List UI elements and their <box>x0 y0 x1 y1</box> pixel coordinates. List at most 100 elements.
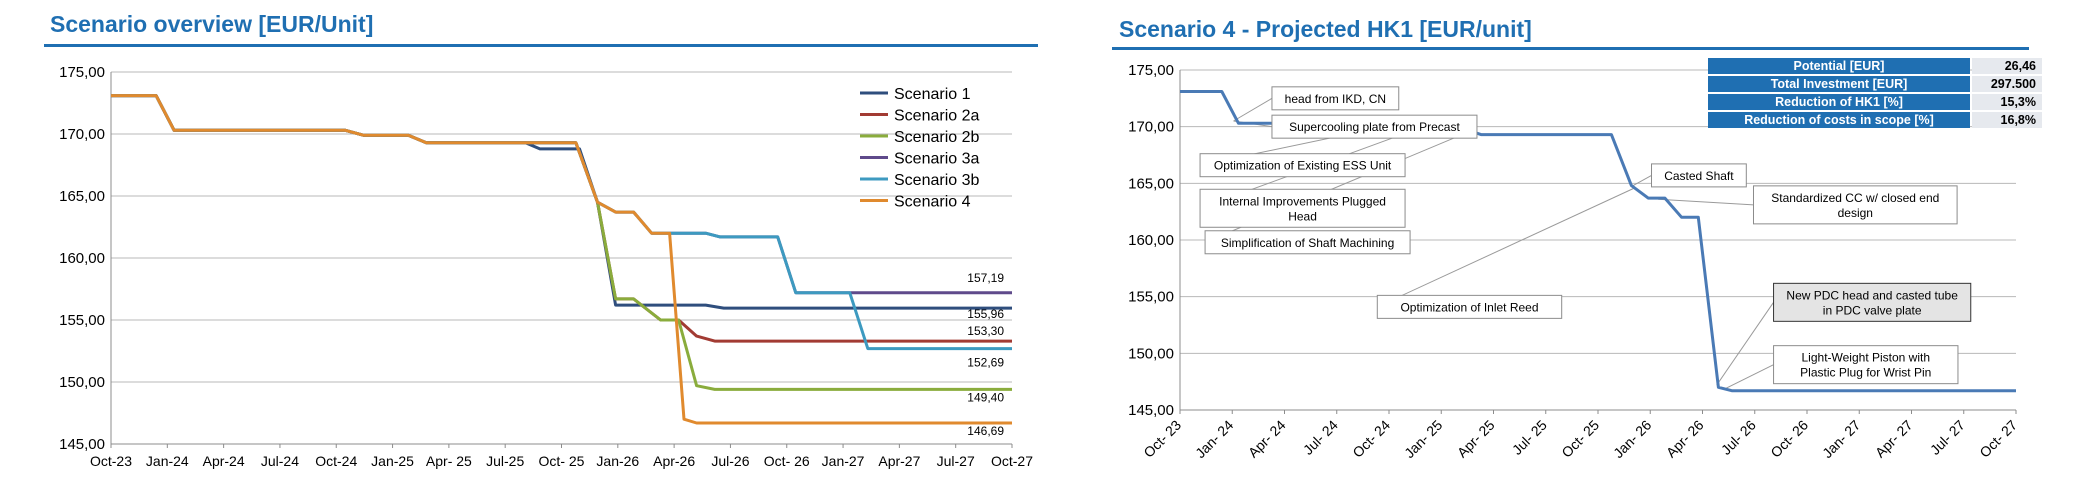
right-title-rule <box>1112 47 2029 50</box>
kpi-row-scope-reduction: Reduction of costs in scope [%] 16,8% <box>1708 112 2042 128</box>
x-tick-label: Jan-24 <box>146 453 189 469</box>
y-tick-label: 175,00 <box>59 64 105 81</box>
x-tick-label: Jul-25 <box>486 453 524 469</box>
end-value-label: 153,30 <box>967 324 1004 338</box>
x-tick-label: Jan- 25 <box>1401 417 1445 461</box>
annotation-text: New PDC head and casted tube <box>1786 288 1958 302</box>
end-value-label: 157,19 <box>967 271 1004 285</box>
x-tick-label: Jul- 26 <box>1718 417 1759 458</box>
annotation-box <box>1752 185 1958 225</box>
kpi-table: Potential [EUR] 26,46 Total Investment [… <box>1706 56 2044 130</box>
x-tick-label: Jul- 24 <box>1300 417 1341 458</box>
y-tick-label: 170,00 <box>1128 119 1174 136</box>
y-tick-label: 170,00 <box>59 126 105 143</box>
x-tick-label: Oct-24 <box>315 453 357 469</box>
annotation-text: Head <box>1288 209 1317 223</box>
annotation-text: Simplification of Shaft Machining <box>1221 236 1394 250</box>
y-tick-label: 150,00 <box>59 374 105 391</box>
series-line-scenario-3a <box>111 94 1012 295</box>
y-tick-label: 145,00 <box>59 436 105 453</box>
annotation-text: design <box>1838 206 1873 220</box>
end-value-label: 146,69 <box>967 424 1004 438</box>
annotation-text: Plastic Plug for Wrist Pin <box>1800 366 1931 380</box>
left-title-rule <box>44 44 1038 47</box>
kpi-label: Reduction of costs in scope [%] <box>1708 112 1970 128</box>
annotation-text: Light-Weight Piston with <box>1802 351 1931 365</box>
kpi-row-hk1-reduction: Reduction of HK1 [%] 15,3% <box>1708 94 2042 110</box>
kpi-label: Potential [EUR] <box>1708 58 1970 74</box>
x-tick-label: Apr- 25 <box>1454 417 1498 461</box>
annotation-box <box>1271 114 1478 139</box>
annotation-leader <box>1723 364 1774 391</box>
annotation-box <box>1651 163 1747 188</box>
series-line-scenario-4 <box>111 94 1012 425</box>
x-tick-label: Apr-24 <box>203 453 245 469</box>
y-tick-label: 155,00 <box>1128 289 1174 306</box>
annotation-text: in PDC valve plate <box>1823 303 1922 317</box>
legend-label: Scenario 3a <box>894 151 979 168</box>
kpi-row-investment: Total Investment [EUR] 297.500 <box>1708 76 2042 92</box>
end-value-label: 149,40 <box>967 390 1004 404</box>
y-tick-label: 175,00 <box>1128 62 1174 79</box>
x-tick-label: Jan- 24 <box>1192 417 1236 461</box>
kpi-label: Reduction of HK1 [%] <box>1708 94 1970 110</box>
x-tick-label: Oct- 23 <box>1140 417 1184 461</box>
annotation-text: Optimization of Existing ESS Unit <box>1214 159 1392 173</box>
annotation-text: Supercooling plate from Precast <box>1289 120 1460 134</box>
x-tick-label: Apr- 27 <box>1872 417 1916 461</box>
kpi-value: 15,3% <box>1972 94 2042 110</box>
x-tick-label: Jan- 27 <box>1819 417 1863 461</box>
x-tick-label: Oct- 26 <box>1767 417 1811 461</box>
end-value-label: 152,69 <box>967 356 1004 370</box>
y-tick-label: 155,00 <box>59 312 105 329</box>
annotation-leader <box>1716 302 1774 386</box>
annotation-box <box>1271 86 1400 111</box>
annotation-leader <box>1658 198 1754 206</box>
kpi-label: Total Investment [EUR] <box>1708 76 1970 92</box>
legend-label: Scenario 2a <box>894 108 979 125</box>
x-tick-label: Jan-26 <box>596 453 639 469</box>
x-tick-label: Apr-27 <box>878 453 920 469</box>
x-tick-label: Apr- 25 <box>426 453 472 469</box>
x-tick-label: Jul-24 <box>261 453 299 469</box>
x-tick-label: Oct- 25 <box>1558 417 1602 461</box>
annotation-text: Optimization of Inlet Reed <box>1400 300 1538 314</box>
x-tick-label: Oct- 24 <box>1349 417 1393 461</box>
annotation-box <box>1773 345 1959 385</box>
y-tick-label: 150,00 <box>1128 345 1174 362</box>
kpi-row-potential: Potential [EUR] 26,46 <box>1708 58 2042 74</box>
left-chart-title: Scenario overview [EUR/Unit] <box>50 11 374 37</box>
x-tick-label: Jul-27 <box>937 453 975 469</box>
kpi-value: 16,8% <box>1972 112 2042 128</box>
annotation-text: Casted Shaft <box>1664 169 1734 183</box>
x-tick-label: Oct- 27 <box>1976 417 2020 461</box>
x-tick-label: Jul-26 <box>711 453 749 469</box>
x-tick-label: Apr- 24 <box>1245 417 1289 461</box>
annotation-leader <box>1632 174 1652 187</box>
x-tick-label: Jul- 25 <box>1509 417 1550 458</box>
x-tick-label: Apr- 26 <box>1663 417 1707 461</box>
x-tick-label: Jan-27 <box>822 453 865 469</box>
annotation-text: Standardized CC w/ closed end <box>1771 191 1939 205</box>
kpi-value: 26,46 <box>1972 58 2042 74</box>
scenario-overview-chart: 175,00 170,00 165,00 160,00 155,00 150,00 145,… <box>59 64 1033 469</box>
y-tick-label: 160,00 <box>1128 232 1174 249</box>
x-tick-label: Jan- 26 <box>1610 417 1654 461</box>
annotation-text: head from IKD, CN <box>1285 92 1386 106</box>
series-line-scenario-2b <box>111 94 1012 391</box>
legend-label: Scenario 2b <box>894 129 979 146</box>
x-tick-label: Jan-25 <box>371 453 414 469</box>
y-tick-label: 160,00 <box>59 250 105 267</box>
annotation-leader <box>1233 97 1273 122</box>
annotation-box <box>1376 294 1563 319</box>
annotation-box <box>1199 188 1406 228</box>
end-value-label: 155,96 <box>967 307 1004 321</box>
kpi-value: 297.500 <box>1972 76 2042 92</box>
legend-label: Scenario 3b <box>894 172 979 189</box>
x-tick-label: Jul- 27 <box>1927 417 1968 458</box>
legend-label: Scenario 1 <box>894 86 971 103</box>
annotation-box <box>1199 153 1406 178</box>
annotation-leader <box>1377 187 1635 308</box>
y-tick-label: 145,00 <box>1128 402 1174 419</box>
